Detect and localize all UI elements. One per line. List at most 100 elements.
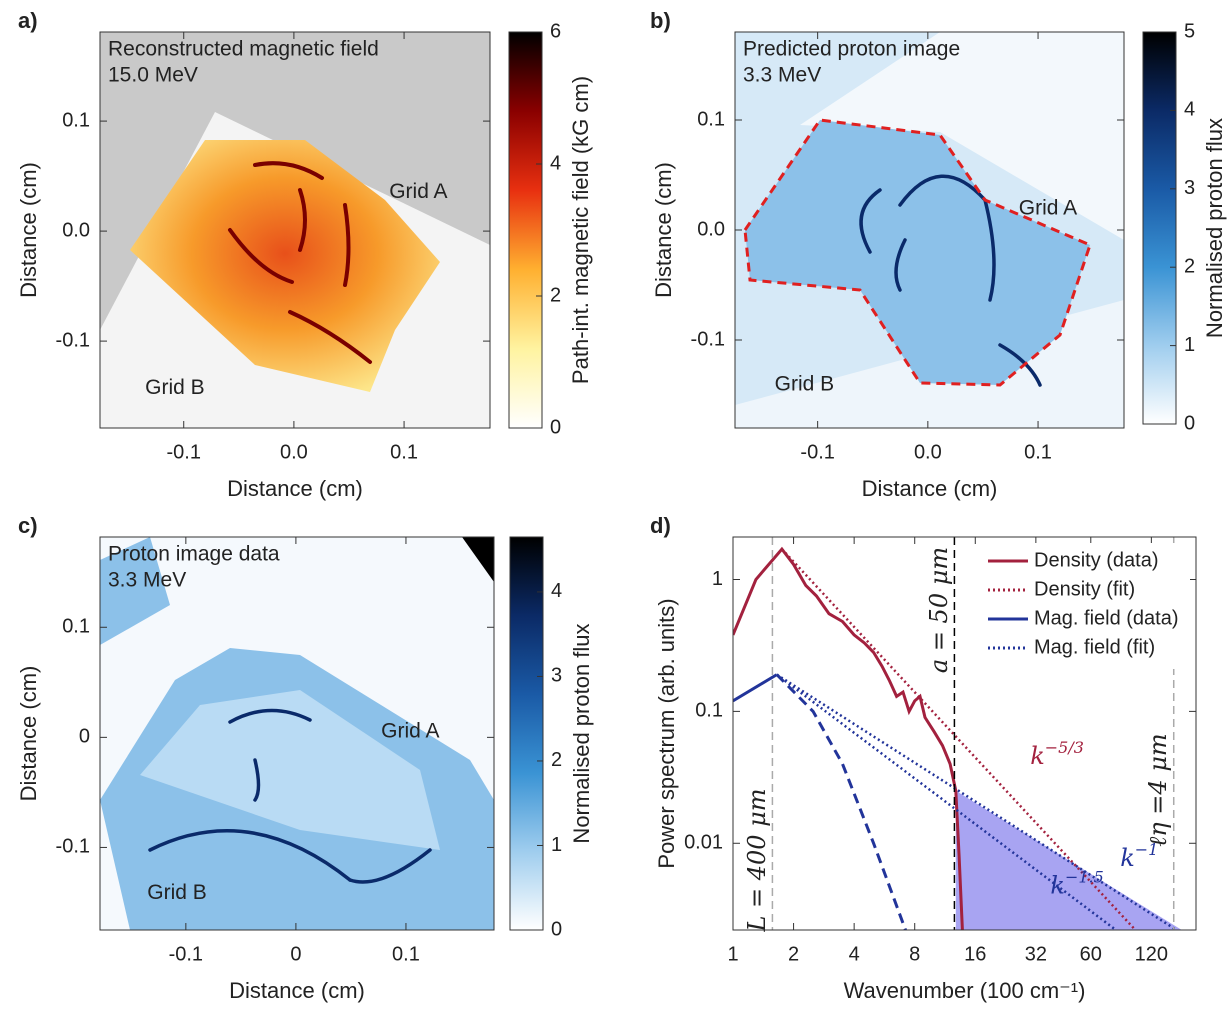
annotation: Grid A [381,719,439,742]
colorbar-tick-label: 1 [551,834,562,856]
colorbar [1142,31,1177,425]
y-tick-label: -0.1 [56,329,90,351]
annotation: Grid B [147,881,207,904]
axes-frame [734,31,1125,429]
power-law-label: k−1 [1120,839,1158,871]
x-tick-label: 0.1 [392,943,420,965]
colorbar-tick-label: 4 [1184,99,1195,121]
panel-label: a) [18,8,38,33]
reference-label: ℓη =4 μm [1144,733,1172,846]
legend-label: Mag. field (data) [1034,607,1179,629]
power-law-base: k [1050,871,1065,899]
colorbar-tick-label: 0 [550,416,561,438]
y-axis-label: Distance (cm) [16,162,41,298]
colorbar-label: Path-int. magnetic field (kG cm) [568,76,593,384]
x-tick-label: 60 [1080,943,1102,965]
x-tick-label: 0.1 [1024,441,1052,463]
colorbar-tick-label: 5 [1184,20,1195,42]
y-axis-label: Distance (cm) [16,666,41,802]
panel-label: c) [18,513,38,538]
x-axis-label: Distance (cm) [862,476,998,501]
power-law-base: k [1120,843,1135,871]
series-line [775,673,907,930]
colorbar-tick-label: 3 [1184,177,1195,199]
power-law-exponent: −5/3 [1045,738,1084,757]
y-axis-label: Power spectrum (arb. units) [654,598,679,868]
y-tick-label: 0.1 [695,700,723,722]
x-axis-label: Wavenumber (100 cm⁻¹) [844,978,1086,1003]
colorbar-tick-label: 0 [551,918,562,940]
y-tick-label: -0.1 [691,328,725,350]
legend-label: Mag. field (fit) [1034,636,1155,658]
colorbar-label: Normalised proton flux [569,623,594,843]
x-axis-label: Distance (cm) [227,476,363,501]
series-line [776,673,1178,930]
x-tick-label: 4 [849,943,860,965]
y-tick-label: 0.1 [62,109,90,131]
image-title: Proton image data [108,543,280,566]
legend-label: Density (fit) [1034,578,1135,600]
colorbar [508,31,543,429]
power-law-label: k−5/3 [1030,738,1084,770]
annotation: Grid B [145,376,205,399]
image-title: Predicted proton image [743,38,960,61]
panel-label: b) [650,8,671,33]
annotation: Grid A [1019,197,1077,220]
x-axis-label: Distance (cm) [229,978,365,1003]
y-tick-label: 0.1 [62,616,90,638]
x-tick-label: 0.0 [280,441,308,463]
axes-frame [99,31,491,429]
colorbar-tick-label: 2 [551,749,562,771]
y-tick-label: 0 [79,726,90,748]
colorbar-tick-label: 4 [551,580,562,602]
image-subtitle: 3.3 MeV [743,64,821,87]
annotation: Grid A [389,180,447,203]
axes-frame [732,536,1197,931]
series-line [733,673,778,703]
power-law-exponent: −1 [1135,839,1159,858]
colorbar-tick-label: 2 [550,284,561,306]
x-tick-label: 2 [788,943,799,965]
power-law-exponent: −1.5 [1065,867,1104,886]
y-axis-label: Distance (cm) [651,162,676,298]
colorbar-tick-label: 4 [550,152,561,174]
y-tick-label: 0.01 [684,832,723,854]
x-tick-label: 16 [964,943,986,965]
power-law-label: k−1.5 [1050,867,1103,899]
power-law-base: k [1030,742,1045,770]
colorbar-tick-label: 6 [550,20,561,42]
x-tick-label: 8 [909,943,920,965]
colorbar-label: Normalised proton flux [1202,118,1227,338]
image-subtitle: 15.0 MeV [108,64,198,87]
y-tick-label: 1 [712,568,723,590]
series-line [733,546,964,930]
axes-frame [99,536,495,931]
colorbar-tick-label: 1 [1184,334,1195,356]
colorbar-tick-label: 2 [1184,255,1195,277]
annotation: Grid B [775,373,835,396]
image-subtitle: 3.3 MeV [108,569,186,592]
y-tick-label: 0.1 [697,108,725,130]
proton-image-data [100,537,494,930]
x-tick-label: -0.1 [169,943,203,965]
x-tick-label: 32 [1025,943,1047,965]
y-tick-label: -0.1 [56,836,90,858]
x-tick-label: -0.1 [800,441,834,463]
y-tick-label: 0.0 [62,219,90,241]
image-title: Reconstructed magnetic field [108,38,379,61]
panel-label: d) [650,513,671,538]
y-tick-label: 0.0 [697,218,725,240]
reference-label: a = 50 μm [925,547,953,673]
x-tick-label: 120 [1135,943,1168,965]
x-tick-label: 0 [290,943,301,965]
colorbar-tick-label: 3 [551,665,562,687]
colorbar [509,536,544,931]
x-tick-label: 0.0 [914,441,942,463]
series-line [780,548,1137,930]
predicted-proton-image [735,32,1124,428]
reference-label: L = 400 μm [743,788,771,932]
magnetic-field-image [100,32,490,428]
x-tick-label: 1 [727,943,738,965]
